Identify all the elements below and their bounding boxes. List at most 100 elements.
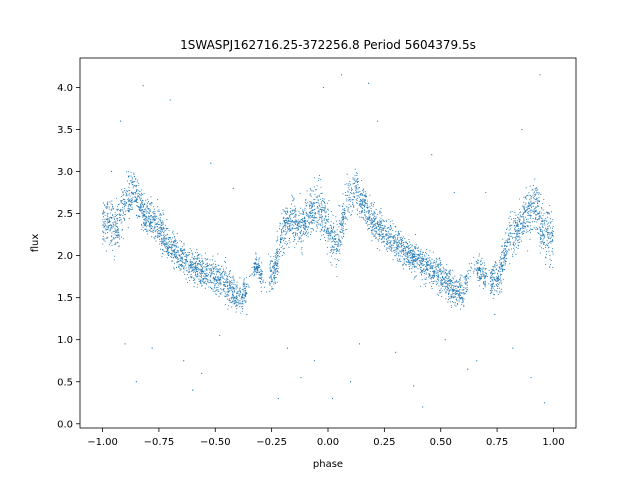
data-point [364,202,366,204]
data-point [324,229,326,231]
data-point [348,194,350,196]
data-point [313,215,316,217]
data-point [530,204,532,206]
data-point [347,210,349,212]
data-point [382,237,384,239]
data-point [317,202,319,204]
data-point [206,269,208,271]
data-point [173,254,175,256]
data-point [298,214,300,216]
data-point [227,290,229,292]
data-point [326,202,328,204]
data-point [505,249,507,251]
data-point [367,219,369,221]
data-point [492,272,494,274]
data-point [140,204,142,206]
data-point [339,252,341,255]
data-point [313,186,315,188]
data-point [158,230,160,232]
data-point [165,228,168,230]
data-point [530,225,532,227]
data-point [504,264,506,266]
data-point [528,192,530,194]
data-point [492,297,494,300]
data-point [386,227,388,229]
data-point [157,235,159,237]
data-point [514,249,516,251]
data-point [135,199,137,202]
data-point [284,224,286,227]
data-point [476,267,478,269]
data-point [300,221,302,223]
data-point [104,212,106,214]
data-point [333,232,335,234]
data-point [273,267,275,269]
data-point [525,187,527,189]
data-point [154,210,156,212]
data-point [414,252,416,254]
data-point [142,230,144,232]
data-point [317,212,319,214]
data-point [375,237,377,239]
data-point [107,226,109,228]
data-point [546,223,548,225]
data-point [190,261,192,263]
data-point [224,281,226,283]
data-point [310,215,312,217]
data-point [261,274,263,276]
data-point [149,203,151,205]
data-point [209,269,211,271]
data-point [396,253,398,255]
data-point [151,230,153,233]
data-point [152,219,154,221]
data-point [483,262,485,264]
data-point [242,290,244,292]
data-point [157,221,159,223]
data-point [499,292,501,294]
data-point [340,228,342,231]
data-point [363,194,365,196]
data-point [183,244,185,246]
data-point [115,222,117,224]
data-point [542,223,544,225]
data-point [144,211,146,213]
data-point [359,196,361,198]
data-point [335,237,337,240]
data-point [341,237,343,239]
data-point [432,271,435,273]
data-point [133,192,135,194]
data-point [399,237,401,239]
y-axis: 0.00.51.01.52.02.53.03.54.0 [57,83,80,430]
outlier-point [331,397,334,400]
data-point [197,276,199,278]
data-point [490,272,492,275]
data-point [357,209,359,211]
data-point [514,230,517,233]
data-point [298,236,300,238]
data-point [382,233,384,235]
data-point [245,294,247,296]
data-point [161,222,163,224]
data-point [185,259,187,261]
data-point [370,229,373,231]
data-point [505,229,508,231]
data-point [436,266,438,268]
data-point [125,204,127,206]
data-point [192,264,194,266]
data-point [369,206,371,208]
data-point [405,252,407,254]
data-point [393,247,395,249]
data-point [343,211,346,213]
data-point [236,287,238,289]
data-point [426,253,428,255]
data-point [547,225,549,227]
data-point [309,201,311,203]
data-point [398,234,400,236]
data-point [270,256,272,258]
data-point [384,225,386,227]
data-point [116,210,118,212]
data-point [152,210,154,212]
data-point [538,218,541,220]
data-point [226,277,228,279]
data-point [338,249,340,251]
